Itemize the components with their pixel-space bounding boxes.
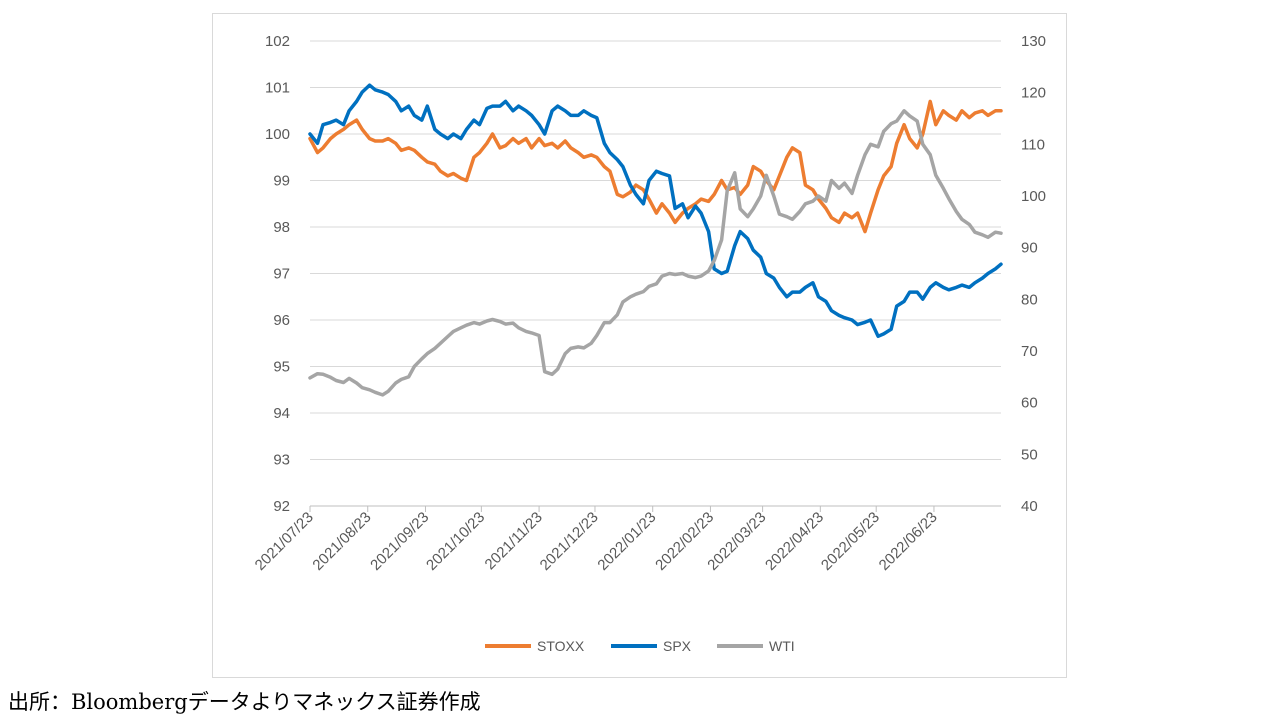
x-tick-label: 2021/09/23 (367, 509, 432, 574)
y-right-tick-label: 100 (1021, 188, 1046, 205)
chart-svg: 92 93 94 95 96 97 98 99 100 101 102 40 50 60 70 80 90 100… (252, 33, 1046, 654)
y-left-tick-label: 93 (273, 452, 290, 469)
y-right-tick-label: 130 (1021, 33, 1046, 50)
y-left-tick-label: 98 (273, 219, 290, 236)
y-left-tick-label: 96 (273, 312, 290, 329)
y-right-tick-label: 110 (1021, 136, 1045, 153)
y-left-tick-label: 97 (273, 266, 290, 283)
y-left-tick-label: 100 (265, 126, 290, 143)
y-right-tick-label: 60 (1021, 395, 1038, 412)
series-layer (308, 83, 1003, 397)
y-right-tick-label: 50 (1021, 446, 1038, 463)
y-right-tick-label: 40 (1021, 498, 1038, 515)
y-left-tick-label: 101 (265, 80, 290, 97)
series-line-stoxx (308, 99, 1003, 234)
y-left-tick-label: 102 (265, 33, 290, 50)
y-right-tick-label: 70 (1021, 343, 1038, 360)
chart-frame: 92 93 94 95 96 97 98 99 100 101 102 40 50 60 70 80 90 100… (212, 13, 1067, 678)
x-tick-label: 2021/10/23 (423, 509, 488, 574)
source-note: 出所：Bloombergデータよりマネックス証券作成 (8, 690, 481, 714)
y-right-tick-label: 120 (1021, 85, 1046, 102)
y-right-tick-label: 80 (1021, 291, 1038, 308)
legend-label-wti: WTI (769, 638, 795, 654)
y-left-tick-label: 99 (273, 173, 290, 190)
x-tick-label: 2021/07/23 (252, 509, 317, 574)
x-tick-label: 2021/12/23 (537, 509, 602, 574)
series-line-wti (308, 109, 1003, 397)
x-tick-label: 2022/06/23 (876, 509, 941, 574)
x-tick-label: 2022/05/23 (818, 509, 883, 574)
x-tick-label: 2022/01/23 (594, 509, 659, 574)
x-tick-label: 2022/04/23 (762, 509, 827, 574)
legend: STOXX SPX WTI (485, 638, 795, 654)
x-tick-label: 2021/08/23 (309, 509, 374, 574)
y-left-tick-label: 92 (273, 498, 290, 515)
grid-layer (310, 40, 1001, 507)
legend-label-stoxx: STOXX (537, 638, 585, 654)
x-tick-label: 2021/11/23 (482, 509, 546, 573)
y-left-tick-label: 95 (273, 359, 290, 376)
y-left-tick-label: 94 (273, 405, 290, 422)
y-right-tick-label: 90 (1021, 240, 1038, 257)
legend-label-spx: SPX (663, 638, 692, 654)
series-line-spx (308, 83, 1003, 339)
